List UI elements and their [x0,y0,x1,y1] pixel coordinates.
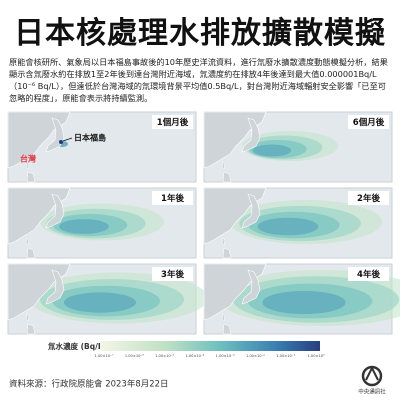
logo-text: 中央通訊社 [358,388,386,396]
land [45,269,65,305]
source: 資料來源：行政院原能會 2023年8月22日 [9,379,169,390]
panel-label: 2年後 [357,193,380,204]
plume [64,292,136,313]
land [221,237,226,246]
plume [252,144,292,157]
land [25,161,30,170]
colorbar-label: 氚水濃度 (Bq/L) [48,341,106,351]
panel-label-box [348,191,389,205]
panel-label-box [152,191,193,205]
panel-label: 6個月後 [353,117,385,128]
plume [59,219,109,234]
fukushima-dot [59,140,63,144]
land [241,269,261,305]
panel-label: 1個月後 [157,117,189,128]
land [26,171,36,183]
land [45,193,65,229]
place-label: 台灣 [20,154,36,164]
pointer [62,137,73,142]
description: 原能會核研所、氣象局以日本福島事故後的10年歷史洋流資料，進行氚廢水擴散濃度動態… [9,57,388,103]
colorbar-tick-label: 1.00×10⁰ [307,354,325,358]
map-panel: 6個月後 [203,111,393,183]
colorbar-tick-label: 1.00×10⁻¹ [276,354,295,358]
land [221,161,226,170]
colorbar [100,341,320,351]
plume [257,217,319,236]
land [25,313,30,322]
map-panel: 1年後 [7,187,197,259]
land [45,117,65,153]
panel-label-box [348,267,389,281]
panel-label-box [152,115,193,129]
colorbar-tick-label: 1.00×10⁻³ [216,354,235,358]
panel-label-box [152,267,193,281]
land [25,237,30,246]
plume [262,290,346,315]
land [221,313,226,322]
logo-icon [365,365,379,381]
map-panel: 4年後 [203,263,400,335]
land [222,171,232,183]
panel-label: 3年後 [161,269,184,280]
map-panel: 2年後 [203,187,393,259]
land [222,247,232,259]
colorbar-tick-label: 1.00×10⁻⁴ [185,354,204,358]
land [26,247,36,259]
colorbar-tick-label: 1.00×10⁻⁷ [95,354,114,358]
map-panel: 3年後 [7,263,208,335]
place-label: 日本福島 [74,133,106,143]
land [241,193,261,229]
land [241,117,261,153]
colorbar-tick-label: 1.00×10⁻⁵ [155,354,174,358]
colorbar-tick-label: 1.00×10⁻² [246,354,265,358]
panel-label-box [348,115,389,129]
panel-label: 4年後 [357,269,380,280]
colorbar-tick-label: 1.00×10⁻⁶ [125,354,144,358]
land [222,323,232,335]
panel-label: 1年後 [161,193,184,204]
title: 日本核處理水排放擴散模擬 [14,16,386,51]
land [26,323,36,335]
